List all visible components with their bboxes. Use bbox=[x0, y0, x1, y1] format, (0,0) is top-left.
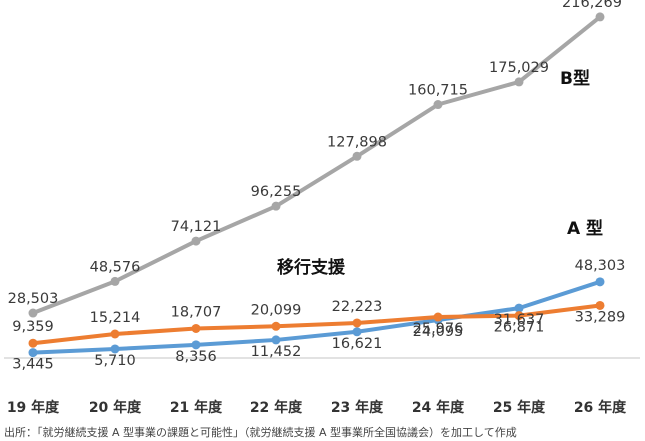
data-label-transition: 15,214 bbox=[90, 310, 141, 326]
data-point-transition bbox=[110, 329, 120, 339]
data-label-b: 48,576 bbox=[90, 259, 141, 275]
data-label-a: 3,445 bbox=[12, 357, 54, 373]
data-point-a bbox=[595, 277, 605, 287]
data-label-b: 127,898 bbox=[327, 134, 387, 150]
data-label-b: 74,121 bbox=[171, 219, 222, 235]
data-point-transition bbox=[28, 338, 38, 348]
data-label-b: 175,029 bbox=[489, 60, 549, 76]
data-label-a: 5,710 bbox=[94, 353, 136, 369]
x-tick-label: 22 年度 bbox=[250, 399, 303, 416]
data-point-a bbox=[514, 303, 524, 313]
series-line-b bbox=[31, 14, 602, 316]
data-label-b: 28,503 bbox=[8, 291, 59, 307]
data-label-a: 8,356 bbox=[175, 349, 217, 365]
series-layer bbox=[28, 12, 605, 358]
data-label-a: 31,637 bbox=[494, 312, 545, 328]
data-label-transition: 26,871 bbox=[494, 320, 545, 336]
data-label-transition: 9,359 bbox=[12, 319, 54, 335]
x-tick-label: 26 年度 bbox=[574, 399, 627, 416]
data-label-a: 48,303 bbox=[575, 258, 626, 274]
data-point-a bbox=[271, 335, 281, 345]
data-point-a bbox=[191, 340, 201, 350]
data-label-transition: 22,223 bbox=[332, 299, 383, 315]
data-label-transition: 25,976 bbox=[413, 321, 464, 337]
label-layer: 28,503 48,576 74,121 96,255 127,898 160,715 17… bbox=[8, 0, 626, 373]
data-label-a: 16,621 bbox=[332, 336, 383, 352]
data-point-a bbox=[352, 327, 362, 337]
series-name-a: A 型 bbox=[567, 218, 603, 239]
data-point-transition bbox=[433, 312, 443, 322]
data-label-transition: 20,099 bbox=[251, 302, 302, 318]
x-tick-label: 20 年度 bbox=[89, 399, 142, 416]
series-name-transition: 移行支援 bbox=[277, 257, 346, 278]
x-tick-label: 25 年度 bbox=[493, 399, 546, 416]
series-line-a bbox=[31, 279, 602, 355]
data-label-a: 24,095 bbox=[413, 324, 464, 340]
x-tick-label: 24 年度 bbox=[412, 399, 465, 416]
series-line-transition bbox=[31, 303, 602, 346]
data-label-b: 216,269 bbox=[562, 0, 622, 11]
data-point-b bbox=[271, 201, 281, 211]
data-point-transition bbox=[191, 323, 201, 333]
data-point-b bbox=[595, 12, 605, 22]
data-point-transition bbox=[514, 311, 524, 321]
data-point-b bbox=[191, 236, 201, 246]
data-label-b: 96,255 bbox=[251, 184, 302, 200]
data-point-b bbox=[352, 151, 362, 161]
x-tick-label: 23 年度 bbox=[331, 399, 384, 416]
x-tick-label: 21 年度 bbox=[170, 399, 223, 416]
source-note: 出所：「就労継続支援 A 型事業の課題と可能性」（就労継続支援 A 型事業所全国… bbox=[4, 425, 517, 439]
x-tick-label: 19 年度 bbox=[7, 399, 60, 416]
data-point-b bbox=[433, 100, 443, 110]
data-point-transition bbox=[271, 321, 281, 331]
data-label-transition: 18,707 bbox=[171, 304, 222, 320]
data-point-b bbox=[110, 276, 120, 286]
data-label-a: 11,452 bbox=[251, 344, 302, 360]
data-label-transition: 33,289 bbox=[575, 309, 626, 325]
data-point-a bbox=[28, 348, 38, 358]
data-point-transition bbox=[352, 318, 362, 328]
data-point-a bbox=[110, 344, 120, 354]
x-tick-labels: 19 年度 20 年度 21 年度 22 年度 23 年度 24 年度 25 年度 26 年度 bbox=[7, 399, 627, 416]
data-point-transition bbox=[595, 300, 605, 310]
data-point-b bbox=[28, 308, 38, 318]
series-name-b: B型 bbox=[560, 68, 590, 89]
data-label-b: 160,715 bbox=[408, 83, 468, 99]
data-point-b bbox=[514, 77, 524, 87]
